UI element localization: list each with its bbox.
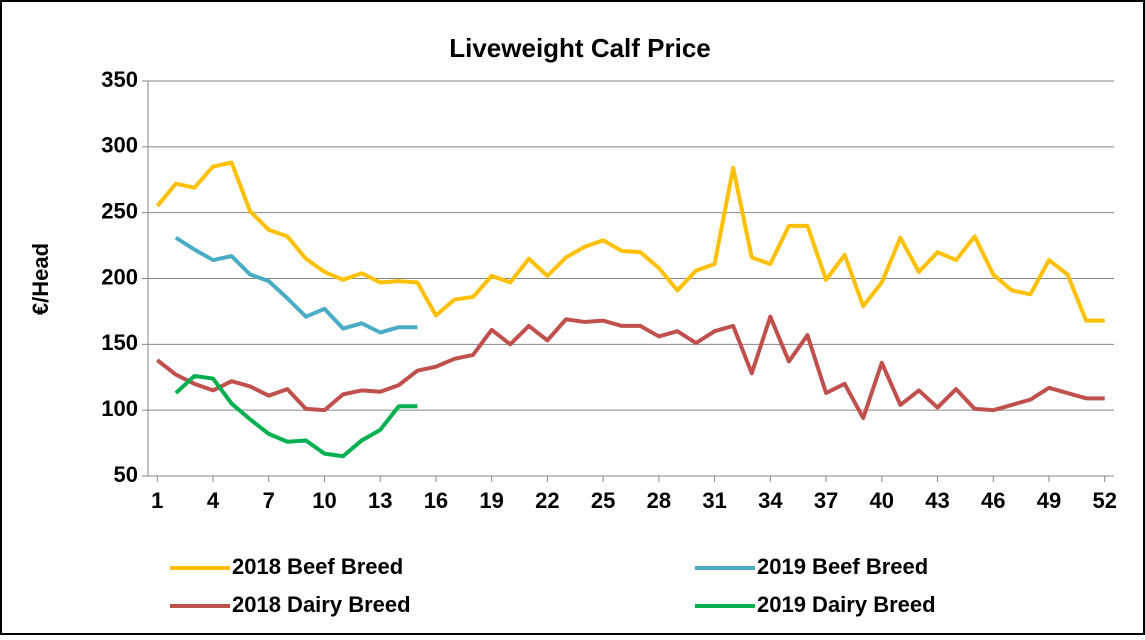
x-tick-label: 43 xyxy=(925,488,949,513)
x-tick-label: 40 xyxy=(870,488,894,513)
legend-label: 2018 Beef Breed xyxy=(232,554,403,579)
x-tick-label: 1 xyxy=(151,488,163,513)
x-tick-label: 25 xyxy=(591,488,615,513)
y-axis-label: €/Head xyxy=(28,243,53,315)
y-tick-label: 50 xyxy=(114,462,138,487)
legend-label: 2019 Dairy Breed xyxy=(757,592,936,617)
y-tick-label: 200 xyxy=(101,264,138,289)
y-tick-label: 150 xyxy=(101,330,138,355)
x-tick-label: 34 xyxy=(758,488,783,513)
series-line xyxy=(155,160,1105,323)
x-tick-label: 52 xyxy=(1092,488,1116,513)
series-line xyxy=(174,373,418,459)
chart-title: Liveweight Calf Price xyxy=(449,33,711,63)
x-tick-label: 22 xyxy=(535,488,559,513)
series-line xyxy=(174,235,418,335)
x-tick-label: 4 xyxy=(207,488,220,513)
x-tick-label: 7 xyxy=(263,488,275,513)
x-tick-label: 10 xyxy=(312,488,336,513)
x-tick-label: 49 xyxy=(1037,488,1061,513)
x-tick-label: 37 xyxy=(814,488,838,513)
x-tick-label: 46 xyxy=(981,488,1005,513)
y-tick-label: 300 xyxy=(101,133,138,158)
x-tick-label: 28 xyxy=(647,488,671,513)
y-tick-label: 100 xyxy=(101,396,138,421)
y-tick-label: 250 xyxy=(101,198,138,223)
legend-label: 2018 Dairy Breed xyxy=(232,592,411,617)
x-tick-label: 31 xyxy=(702,488,726,513)
x-tick-label: 13 xyxy=(368,488,392,513)
series-line xyxy=(156,314,1105,421)
y-tick-label: 350 xyxy=(101,67,138,92)
legend-label: 2019 Beef Breed xyxy=(757,554,928,579)
x-tick-label: 19 xyxy=(479,488,503,513)
x-tick-label: 16 xyxy=(424,488,448,513)
